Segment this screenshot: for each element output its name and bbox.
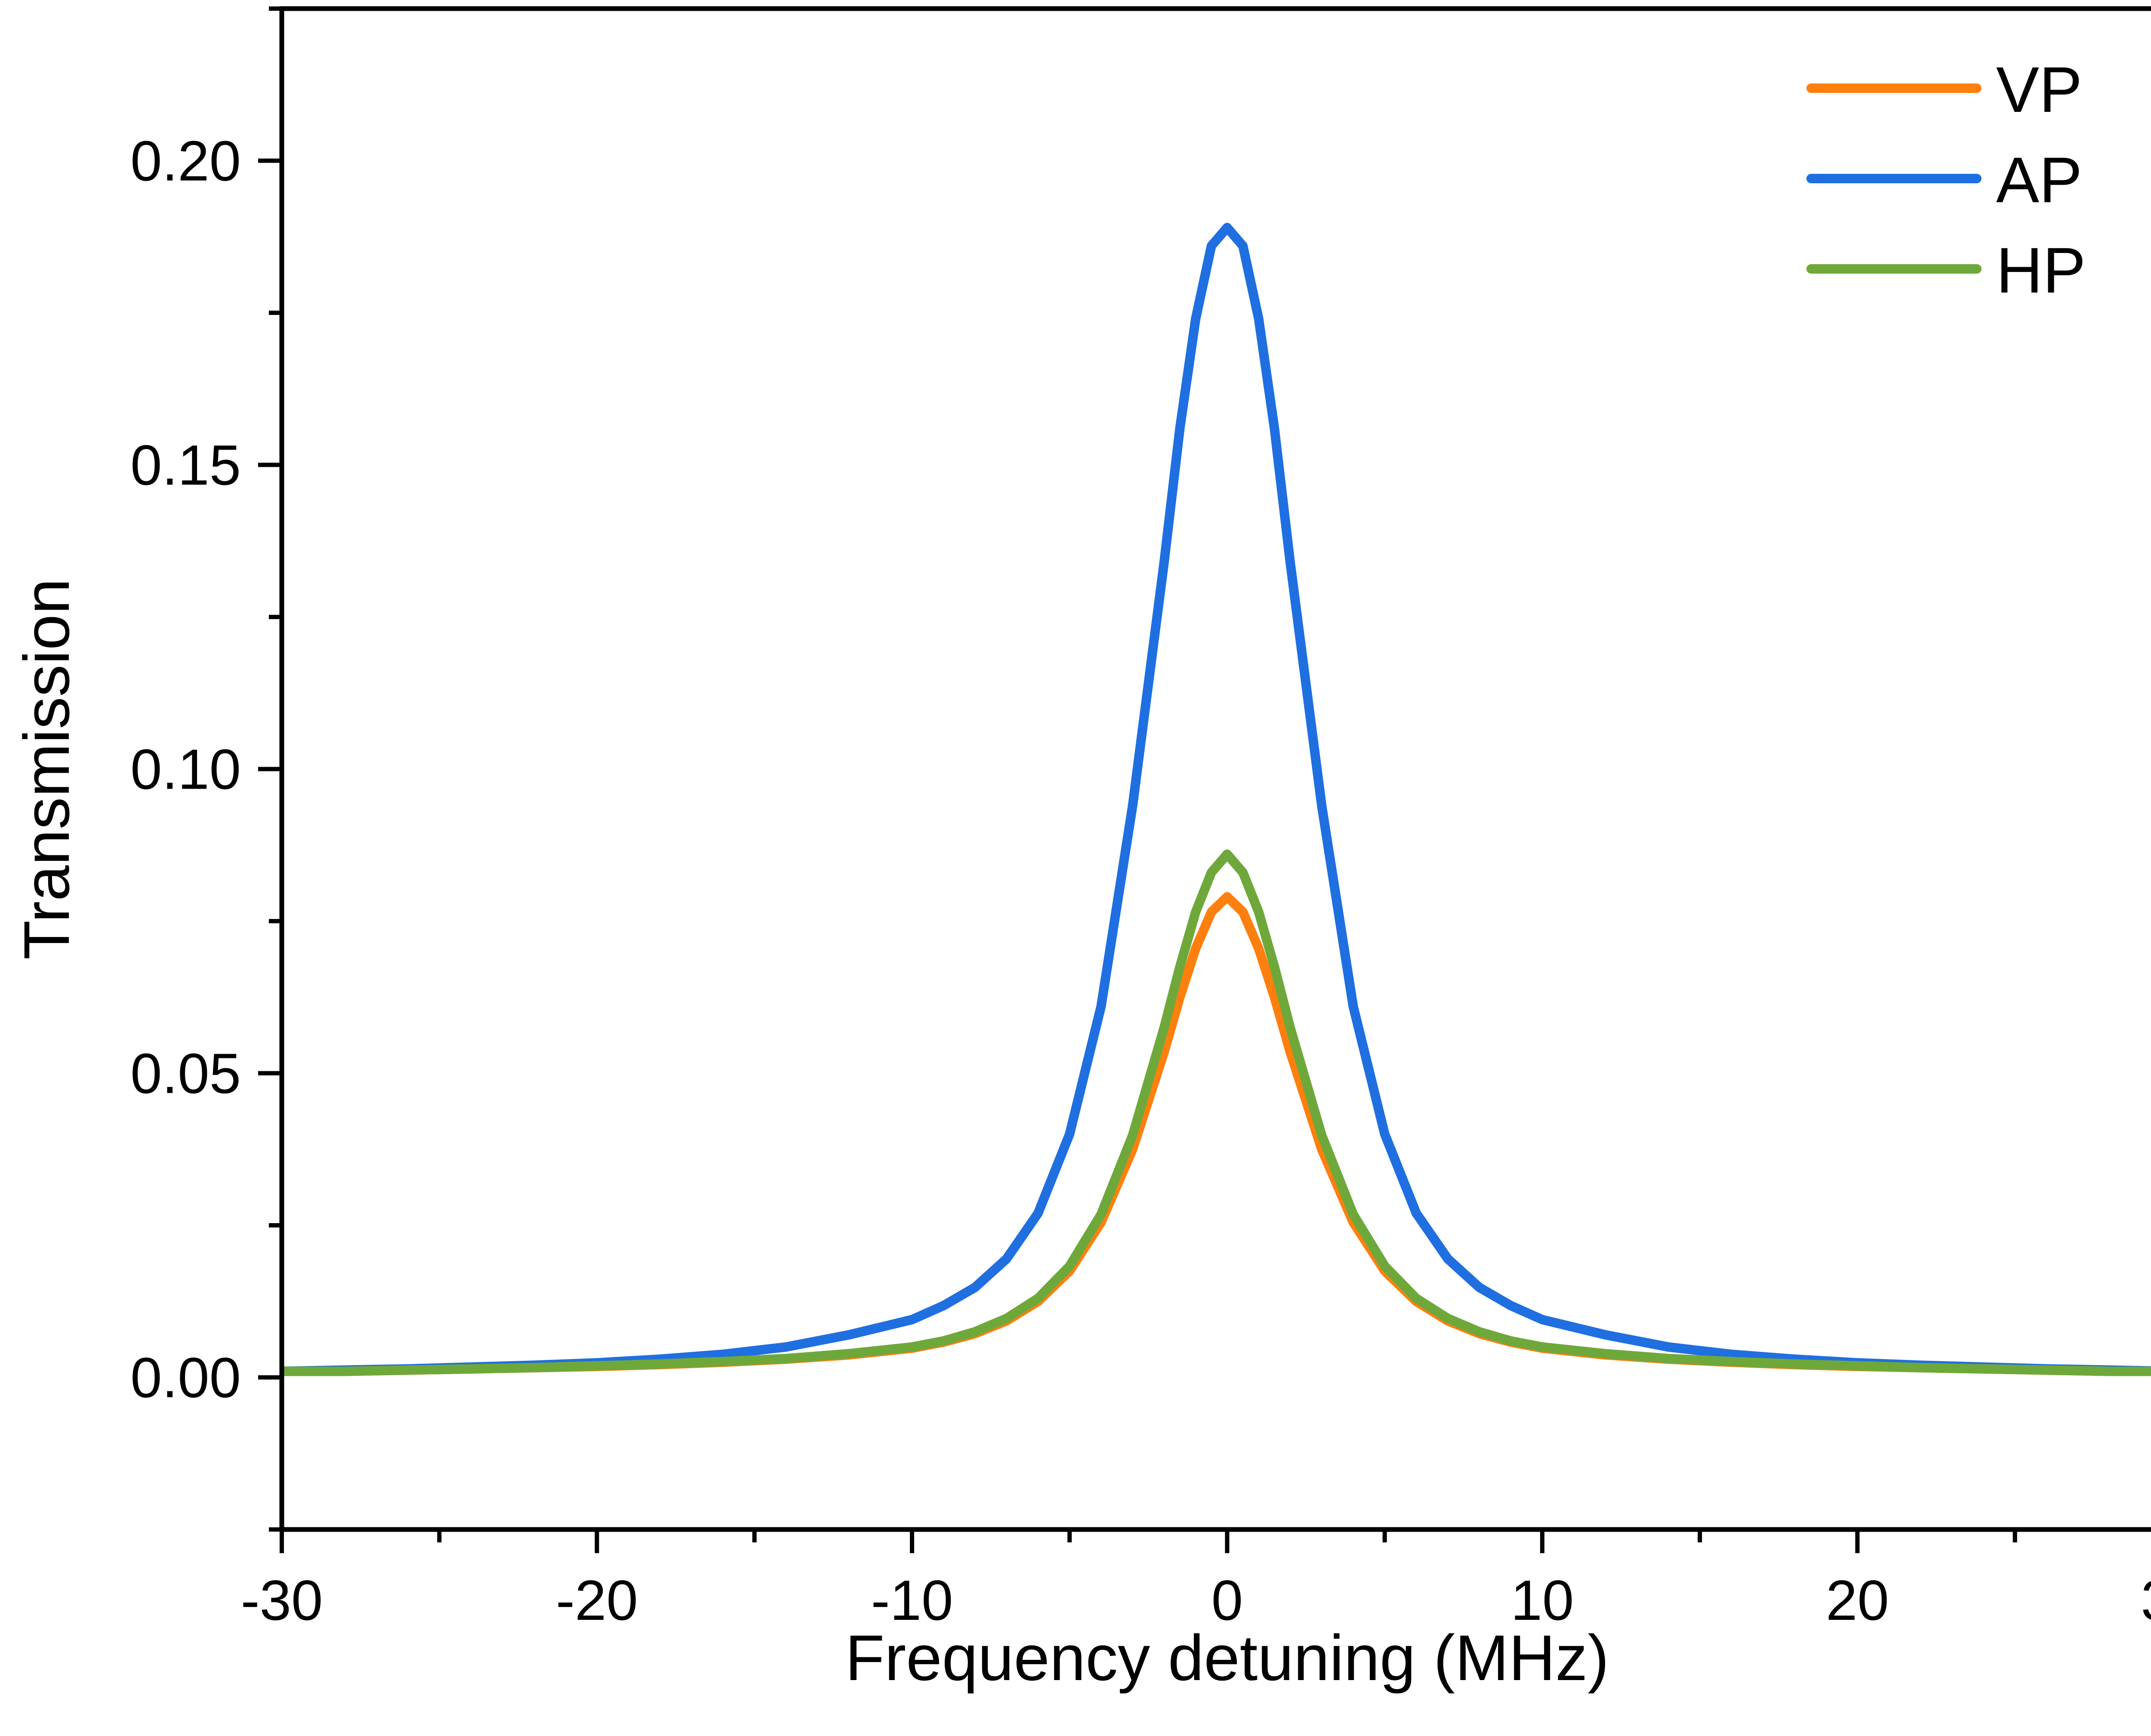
- legend-item-hp: HP: [1806, 234, 2086, 306]
- plot-lines: [282, 223, 2151, 1376]
- series-line-hp: [282, 849, 2151, 1376]
- x-axis: -30 -20 -10 0 10 20 30: [241, 1529, 2151, 1632]
- x-axis-title: Frequency detuning (MHz): [845, 1622, 1609, 1694]
- legend: VP AP HP: [1806, 53, 2086, 306]
- x-tick-label: -30: [241, 1569, 323, 1632]
- legend-label: AP: [1996, 144, 2082, 216]
- legend-label: VP: [1996, 53, 2082, 126]
- legend-item-ap: AP: [1806, 144, 2082, 216]
- y-tick-label: 0.20: [130, 130, 241, 193]
- x-tick-label: 10: [1511, 1569, 1574, 1632]
- legend-label: HP: [1996, 234, 2086, 306]
- x-tick-label: -20: [556, 1569, 638, 1632]
- y-tick-label: 0.00: [130, 1346, 241, 1409]
- y-axis-title: Transmission: [10, 578, 83, 959]
- y-tick-label: 0.10: [130, 738, 241, 801]
- x-tick-label: 0: [1211, 1569, 1243, 1632]
- y-tick-label: 0.15: [130, 434, 241, 497]
- y-tick-label: 0.05: [130, 1042, 241, 1105]
- x-tick-label: 20: [1826, 1569, 1889, 1632]
- series-line-vp: [282, 892, 2151, 1376]
- legend-item-vp: VP: [1806, 53, 2082, 126]
- y-axis: 0.00 0.05 0.10 0.15 0.20: [130, 6, 282, 1532]
- x-tick-label: 30: [2141, 1569, 2151, 1632]
- series-line-ap: [282, 223, 2151, 1376]
- x-tick-label: -10: [871, 1569, 953, 1632]
